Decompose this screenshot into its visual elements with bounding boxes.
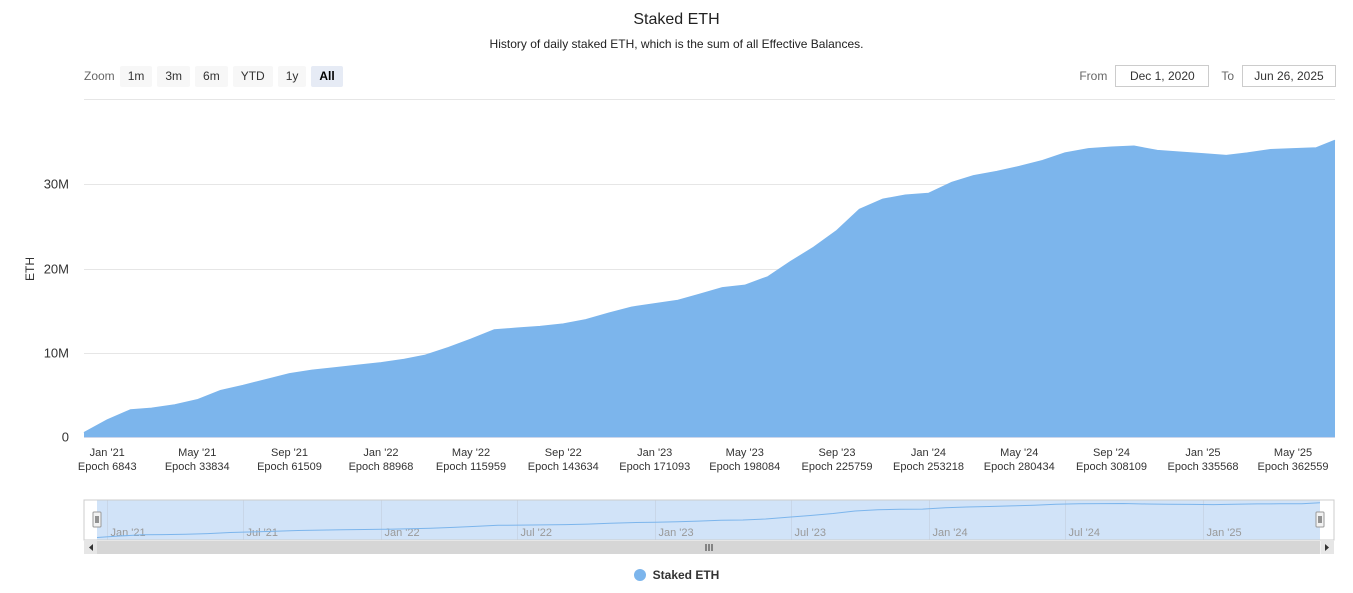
scrollbar-grip-icon bbox=[705, 544, 713, 551]
navigator-handle-left[interactable] bbox=[92, 511, 102, 528]
scrollbar-right-arrow-icon[interactable] bbox=[1321, 541, 1334, 554]
x-tick-epoch-label: Epoch 198084 bbox=[709, 461, 780, 473]
zoom-button-all[interactable]: All bbox=[311, 65, 343, 87]
x-tick-label: Jan '24 bbox=[911, 447, 946, 459]
zoom-button-ytd[interactable]: YTD bbox=[232, 65, 273, 87]
x-tick-epoch-label: Epoch 362559 bbox=[1258, 461, 1329, 473]
y-tick-label: 0 bbox=[62, 430, 69, 445]
x-tick-epoch-label: Epoch 143634 bbox=[528, 461, 599, 473]
navigator-tick-label: Jan '21 bbox=[111, 527, 146, 539]
scrollbar-left-arrow-icon[interactable] bbox=[84, 541, 97, 554]
navigator-tick-label: Jan '22 bbox=[385, 527, 420, 539]
legend-marker bbox=[633, 569, 646, 581]
x-tick-epoch-label: Epoch 115959 bbox=[436, 461, 506, 473]
zoom-button-3m[interactable]: 3m bbox=[157, 65, 191, 87]
y-tick-label: 30M bbox=[44, 177, 69, 192]
x-tick-epoch-label: Epoch 61509 bbox=[257, 461, 322, 473]
navigator-tick-label: Jul '23 bbox=[795, 527, 826, 539]
x-tick-label: Sep '22 bbox=[545, 447, 582, 459]
to-date-input[interactable]: Jun 26, 2025 bbox=[1242, 65, 1336, 87]
x-axis: Jan '21 Epoch 6843 May '21 Epoch 33834 Sep '… bbox=[78, 437, 1335, 473]
zoom-button-1y[interactable]: 1y bbox=[277, 65, 307, 87]
navigator[interactable]: Jan '21 Jul '21 Jan '22 Jul '22 Jan '23 Jul '… bbox=[83, 499, 1335, 541]
chart-subtitle: History of daily staked ETH, which is th… bbox=[489, 37, 864, 51]
from-label: From bbox=[1079, 69, 1108, 83]
series-line-staked-eth bbox=[83, 139, 1336, 434]
navigator-series-line bbox=[96, 502, 1321, 538]
y-tick-label: 10M bbox=[44, 346, 69, 361]
x-tick-label: Sep '21 bbox=[271, 447, 308, 459]
zoom-selector: Zoom 1m 3m 6m YTD 1y All bbox=[84, 65, 348, 87]
scrollbar[interactable] bbox=[84, 541, 1334, 554]
y-axis: 0 10M 20M 30M bbox=[44, 177, 69, 445]
y-axis-title: ETH bbox=[23, 257, 37, 281]
x-tick-label: Jan '25 bbox=[1185, 447, 1220, 459]
legend-item-staked-eth[interactable]: Staked ETH bbox=[652, 568, 720, 582]
navigator-tick-label: Jul '24 bbox=[1069, 527, 1100, 539]
navigator-tick-label: Jul '21 bbox=[247, 527, 278, 539]
x-tick-label: Jan '22 bbox=[363, 447, 398, 459]
navigator-tick-label: Jan '25 bbox=[1207, 527, 1242, 539]
navigator-tick-label: Jan '23 bbox=[659, 527, 694, 539]
navigator-handle-right[interactable] bbox=[1315, 511, 1325, 528]
x-tick-label: Jan '23 bbox=[637, 447, 672, 459]
zoom-button-1m[interactable]: 1m bbox=[119, 65, 153, 87]
navigator-tick-label: Jul '22 bbox=[521, 527, 552, 539]
x-tick-label: May '22 bbox=[452, 447, 490, 459]
x-tick-epoch-label: Epoch 280434 bbox=[984, 461, 1055, 473]
x-tick-epoch-label: Epoch 308109 bbox=[1076, 461, 1147, 473]
to-label: To bbox=[1221, 69, 1234, 83]
x-tick-epoch-label: Epoch 33834 bbox=[165, 461, 230, 473]
x-tick-label: May '23 bbox=[726, 447, 764, 459]
date-range-inputs: From Dec 1, 2020 To Jun 26, 2025 bbox=[1079, 65, 1336, 87]
legend[interactable]: Staked ETH bbox=[0, 568, 1353, 582]
x-tick-epoch-label: Epoch 6843 bbox=[78, 461, 137, 473]
x-tick-epoch-label: Epoch 225759 bbox=[802, 461, 873, 473]
x-tick-label: May '21 bbox=[178, 447, 216, 459]
from-date-input[interactable]: Dec 1, 2020 bbox=[1115, 65, 1210, 87]
x-tick-label: Jan '21 bbox=[90, 447, 125, 459]
zoom-button-6m[interactable]: 6m bbox=[195, 65, 228, 87]
x-tick-epoch-label: Epoch 171093 bbox=[619, 461, 690, 473]
zoom-label: Zoom bbox=[84, 69, 115, 83]
chart-title: Staked ETH bbox=[633, 11, 720, 28]
x-tick-epoch-label: Epoch 253218 bbox=[893, 461, 964, 473]
x-tick-label: May '24 bbox=[1000, 447, 1038, 459]
navigator-tick-label: Jan '24 bbox=[933, 527, 968, 539]
x-tick-epoch-label: Epoch 335568 bbox=[1168, 461, 1239, 473]
navigator-outline bbox=[83, 499, 1335, 541]
x-tick-epoch-label: Epoch 88968 bbox=[349, 461, 414, 473]
navigator-mask bbox=[97, 500, 1320, 540]
y-tick-label: 20M bbox=[44, 262, 69, 277]
x-tick-label: May '25 bbox=[1274, 447, 1312, 459]
x-tick-label: Sep '23 bbox=[819, 447, 856, 459]
x-tick-label: Sep '24 bbox=[1093, 447, 1130, 459]
series-area-staked-eth bbox=[84, 140, 1335, 437]
